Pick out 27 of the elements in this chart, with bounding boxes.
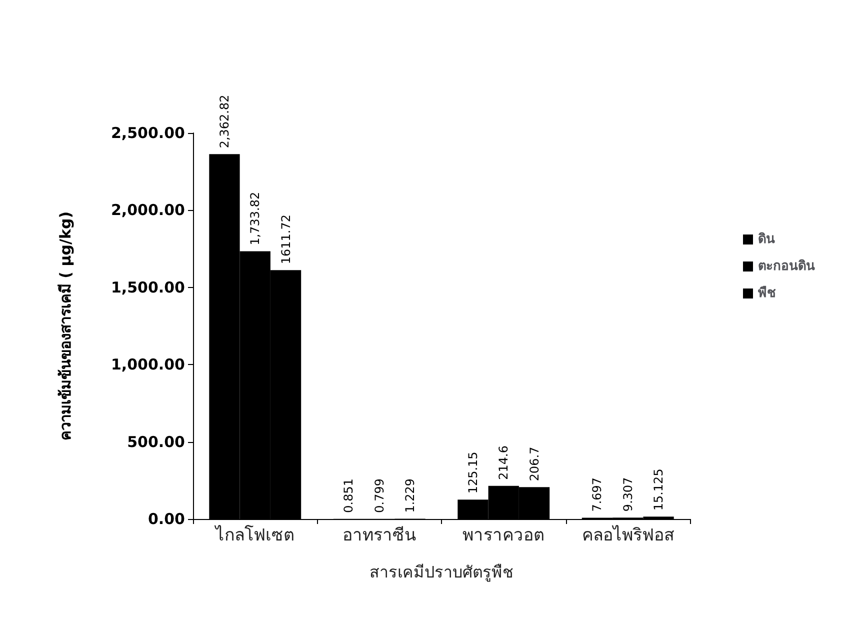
y-tick-label: 2,500.00 [110,124,185,142]
x-tick-label: ไกลโฟเซต [214,524,295,546]
data-label: 15.125 [652,468,666,511]
y-tick-label: 1,000.00 [110,356,185,374]
data-label: 214.6 [496,446,511,480]
y-tick-label: 1,500.00 [110,278,185,296]
y-tick-label: 500.00 [127,432,185,451]
x-axis-title: สารเคมีปราบศัตรูพืช [370,562,514,582]
data-label: 1,733.82 [248,192,262,246]
data-label: 1611.72 [278,214,293,264]
y-axis-title: ความเข้มข้นของสารเคมี ( µg/kg) [56,211,74,441]
data-label: 0.799 [372,478,386,513]
x-tick-label: อาทราซีน [342,526,416,546]
data-label: 2,362.82 [217,94,232,148]
data-label: 206.7 [527,446,542,482]
data-label: 1.229 [403,478,418,513]
data-label: 0.851 [342,478,356,513]
y-tick-label: 0.00 [148,510,185,528]
data-label: 7.697 [590,477,604,512]
data-label: 125.15 [466,452,480,494]
data-label: 9.307 [620,477,635,512]
legend-label: พืช [758,285,776,301]
x-tick-label: คลอไพริฟอส [582,524,675,546]
y-tick-label: 2,000.00 [110,201,185,220]
legend-label: ตะกอนดิน [758,259,815,274]
x-tick-label: พาราควอต [462,526,545,546]
legend-label: ดิน [758,232,775,247]
